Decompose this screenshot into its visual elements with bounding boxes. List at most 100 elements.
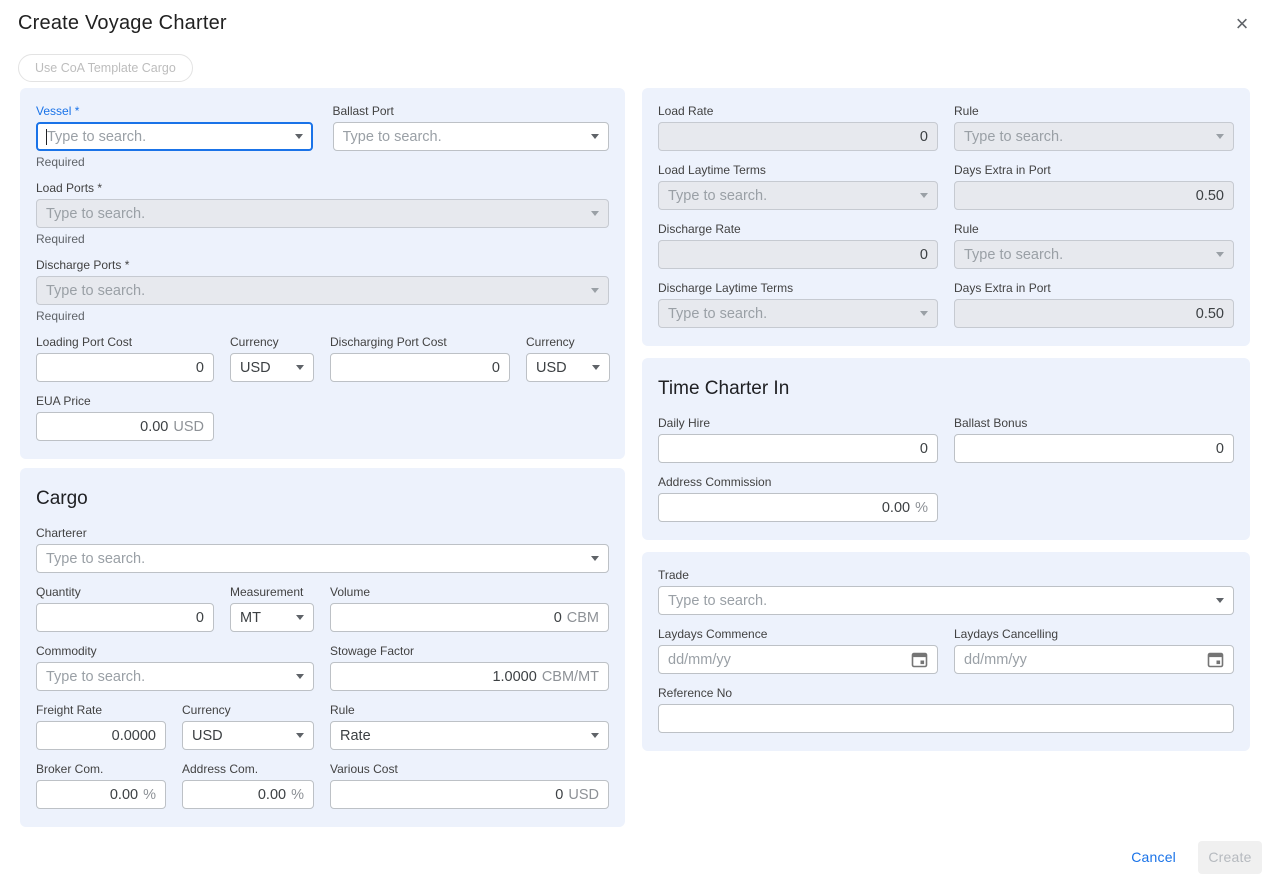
- measurement-label: Measurement: [230, 585, 304, 599]
- discharge-ports-input: Type to search.: [36, 276, 609, 305]
- trade-label: Trade: [658, 568, 689, 582]
- cancel-button[interactable]: Cancel: [1121, 841, 1186, 873]
- charterer-label: Charterer: [36, 526, 87, 540]
- loading-currency-select[interactable]: USD: [230, 353, 314, 382]
- laydays-cancelling-label: Laydays Cancelling: [954, 627, 1059, 641]
- laydays-cancelling-input[interactable]: dd/mm/yy: [954, 645, 1234, 674]
- discharging-currency-select[interactable]: USD: [526, 353, 610, 382]
- loading-port-cost-input[interactable]: 0: [36, 353, 214, 382]
- discharge-laytime-terms-input: Type to search.: [658, 299, 938, 328]
- chevron-down-icon[interactable]: [591, 733, 599, 738]
- freight-rate-label: Freight Rate: [36, 703, 103, 717]
- chevron-down-icon[interactable]: [294, 134, 303, 139]
- ballast-bonus-input[interactable]: 0: [954, 434, 1234, 463]
- vessel-label: Vessel *: [36, 104, 80, 118]
- chevron-down-icon[interactable]: [591, 134, 599, 139]
- eua-price-label: EUA Price: [36, 394, 91, 408]
- freight-rule-select[interactable]: Rate: [330, 721, 609, 750]
- cargo-section-header: Cargo: [36, 488, 88, 509]
- load-laytime-terms-input: Type to search.: [658, 181, 938, 210]
- measurement-select[interactable]: MT: [230, 603, 314, 632]
- broker-com-unit: %: [143, 786, 156, 803]
- broker-com-input[interactable]: 0.00 %: [36, 780, 166, 809]
- various-cost-unit: USD: [568, 786, 599, 803]
- load-rule-input: Type to search.: [954, 122, 1234, 151]
- address-com-unit: %: [291, 786, 304, 803]
- freight-currency-select[interactable]: USD: [182, 721, 314, 750]
- discharge-ports-label: Discharge Ports *: [36, 258, 130, 272]
- various-cost-label: Various Cost: [330, 762, 398, 776]
- stowage-factor-unit: CBM/MT: [541, 668, 599, 685]
- volume-input[interactable]: 0 CBM: [330, 603, 609, 632]
- chevron-down-icon: [591, 211, 599, 216]
- calendar-icon[interactable]: [911, 651, 928, 668]
- load-rule-label: Rule: [954, 104, 979, 118]
- address-com-input[interactable]: 0.00 %: [182, 780, 314, 809]
- rates-panel: Load Rate 0 Rule Type to search. Load La…: [642, 88, 1250, 346]
- freight-rule-label: Rule: [330, 703, 355, 717]
- various-cost-input[interactable]: 0 USD: [330, 780, 609, 809]
- stowage-factor-input[interactable]: 1.0000 CBM/MT: [330, 662, 609, 691]
- stowage-factor-label: Stowage Factor: [330, 644, 415, 658]
- vessel-input[interactable]: Type to search.: [36, 122, 313, 151]
- chevron-down-icon[interactable]: [592, 365, 600, 370]
- commodity-input[interactable]: Type to search.: [36, 662, 314, 691]
- load-rate-input: 0: [658, 122, 938, 151]
- volume-label: Volume: [330, 585, 371, 599]
- address-commission-input[interactable]: 0.00 %: [658, 493, 938, 522]
- discharging-port-cost-label: Discharging Port Cost: [330, 335, 447, 349]
- trade-input[interactable]: Type to search.: [658, 586, 1234, 615]
- reference-no-input[interactable]: [658, 704, 1234, 733]
- load-ports-required-hint: Required: [36, 232, 85, 246]
- laydays-commence-label: Laydays Commence: [658, 627, 768, 641]
- discharging-currency-label: Currency: [526, 335, 575, 349]
- discharge-ports-required-hint: Required: [36, 309, 85, 323]
- ballast-port-label: Ballast Port: [332, 104, 394, 118]
- schedule-panel: Trade Type to search. Laydays Commence d…: [642, 552, 1250, 751]
- cargo-panel: Cargo Charterer Type to search. Quantity…: [20, 468, 625, 827]
- chevron-down-icon: [1216, 252, 1224, 257]
- time-charter-in-header: Time Charter In: [658, 378, 790, 399]
- create-button[interactable]: Create: [1198, 840, 1262, 874]
- chevron-down-icon[interactable]: [296, 365, 304, 370]
- eua-price-input[interactable]: 0.00 USD: [36, 412, 214, 441]
- discharge-rate-input: 0: [658, 240, 938, 269]
- load-ports-label: Load Ports *: [36, 181, 103, 195]
- loading-currency-label: Currency: [230, 335, 279, 349]
- time-charter-in-panel: Time Charter In Daily Hire 0 Ballast Bon…: [642, 358, 1250, 540]
- chevron-down-icon[interactable]: [1216, 598, 1224, 603]
- chevron-down-icon[interactable]: [296, 615, 304, 620]
- chevron-down-icon: [591, 288, 599, 293]
- calendar-icon[interactable]: [1207, 651, 1224, 668]
- chevron-down-icon[interactable]: [591, 556, 599, 561]
- load-days-extra-input: 0.50: [954, 181, 1234, 210]
- discharge-rule-label: Rule: [954, 222, 979, 236]
- discharge-days-extra-label: Days Extra in Port: [954, 281, 1051, 295]
- quantity-label: Quantity: [36, 585, 81, 599]
- ballast-port-input[interactable]: Type to search.: [332, 122, 609, 151]
- discharging-port-cost-input[interactable]: 0: [330, 353, 510, 382]
- charterer-input[interactable]: Type to search.: [36, 544, 609, 573]
- load-rate-label: Load Rate: [658, 104, 714, 118]
- laydays-commence-input[interactable]: dd/mm/yy: [658, 645, 938, 674]
- close-icon[interactable]: ×: [1235, 11, 1249, 36]
- vessel-required-hint: Required: [36, 155, 85, 169]
- address-com-label: Address Com.: [182, 762, 259, 776]
- address-commission-unit: %: [915, 499, 928, 516]
- discharge-rule-input: Type to search.: [954, 240, 1234, 269]
- freight-rate-input[interactable]: 0.0000: [36, 721, 166, 750]
- reference-no-label: Reference No: [658, 686, 733, 700]
- volume-unit: CBM: [566, 609, 599, 626]
- ballast-bonus-label: Ballast Bonus: [954, 416, 1028, 430]
- broker-com-label: Broker Com.: [36, 762, 104, 776]
- chevron-down-icon[interactable]: [296, 674, 304, 679]
- chevron-down-icon[interactable]: [296, 733, 304, 738]
- load-laytime-terms-label: Load Laytime Terms: [658, 163, 766, 177]
- address-commission-label: Address Commission: [658, 475, 772, 489]
- daily-hire-input[interactable]: 0: [658, 434, 938, 463]
- quantity-input[interactable]: 0: [36, 603, 214, 632]
- use-coa-template-cargo-button[interactable]: Use CoA Template Cargo: [18, 54, 193, 82]
- dialog-footer: Cancel Create: [1121, 835, 1262, 879]
- discharge-days-extra-input: 0.50: [954, 299, 1234, 328]
